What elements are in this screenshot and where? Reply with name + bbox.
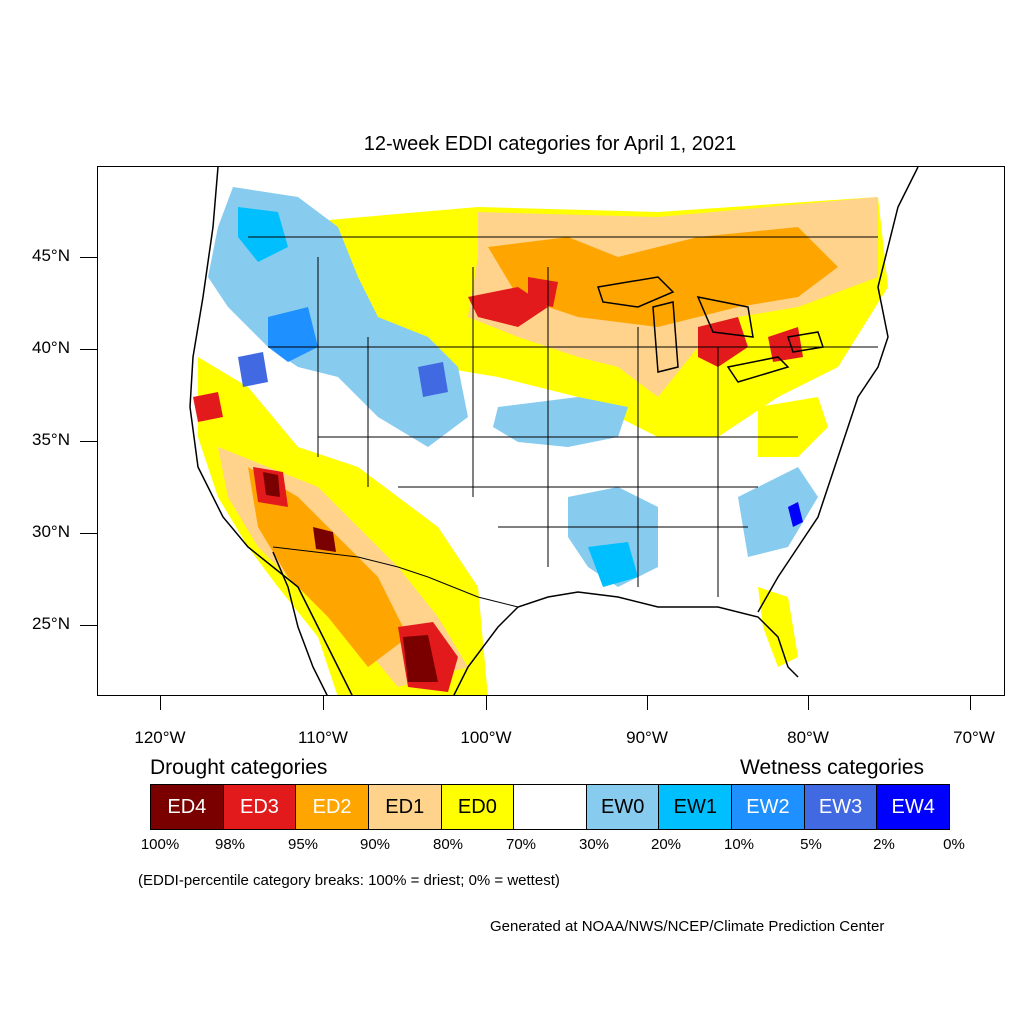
lon-tick-110 <box>323 696 324 710</box>
break-label: 30% <box>578 836 610 853</box>
lon-label-100: 100°W <box>460 728 512 747</box>
lon-tick-120 <box>160 696 161 710</box>
lon-label-120: 120°W <box>134 728 186 747</box>
ed4-region-mexico <box>403 635 438 682</box>
lon-tick-90 <box>647 696 648 710</box>
lon-label-80: 80°W <box>787 728 829 747</box>
lon-tick-70 <box>970 696 971 710</box>
lat-label-35: 35°N <box>32 430 70 449</box>
lat-tick-25 <box>80 625 97 626</box>
break-label: 0% <box>943 836 965 853</box>
break-label: 70% <box>505 836 537 853</box>
ed4-region-newmexico <box>313 527 336 552</box>
drought-categories-heading: Drought categories <box>150 756 328 779</box>
wetness-categories-heading: Wetness categories <box>740 756 925 779</box>
legend-ew0: EW0 <box>586 785 660 829</box>
ew3-region-wyoming <box>418 362 448 397</box>
ed0-region-east <box>758 397 828 457</box>
ew1-region-northwest <box>238 207 288 262</box>
ew4-region-coast <box>788 502 803 527</box>
ed0-region-florida <box>758 587 798 667</box>
break-label: 20% <box>650 836 682 853</box>
category-legend: ED4 ED3 ED2 ED1 ED0 EW0 EW1 EW2 EW3 EW4 <box>150 784 950 830</box>
legend-ed2: ED2 <box>296 785 369 829</box>
ed3-region-minnesota <box>528 277 558 307</box>
break-label: 100% <box>140 836 180 853</box>
lat-tick-40 <box>80 349 97 350</box>
ed4-region-arizona <box>263 472 280 497</box>
legend-ed3: ED3 <box>223 785 297 829</box>
break-label: 98% <box>214 836 246 853</box>
break-label: 5% <box>800 836 822 853</box>
lat-label-40: 40°N <box>32 338 70 357</box>
map-title: 12-week EDDI categories for April 1, 202… <box>363 133 737 155</box>
ed2-region-southwest <box>248 467 408 667</box>
lat-label-25: 25°N <box>32 614 70 633</box>
lon-label-70: 70°W <box>953 728 995 747</box>
ew1-region-lowermiss <box>588 542 638 587</box>
break-label: 2% <box>873 836 895 853</box>
ew0-region-south <box>568 487 658 587</box>
legend-ew4: EW4 <box>877 785 950 829</box>
lon-tick-100 <box>486 696 487 710</box>
legend-ed4: ED4 <box>151 785 224 829</box>
break-label: 95% <box>287 836 319 853</box>
ed3-region-california <box>193 392 223 422</box>
break-label: 80% <box>432 836 464 853</box>
legend-ed0: ED0 <box>441 785 515 829</box>
eddi-map <box>189 167 919 695</box>
break-label: 90% <box>359 836 391 853</box>
lon-label-90: 90°W <box>626 728 668 747</box>
lat-label-45: 45°N <box>32 246 70 265</box>
lon-label-110: 110°W <box>298 728 348 747</box>
legend-ew3: EW3 <box>804 785 878 829</box>
lat-label-30: 30°N <box>32 522 70 541</box>
ed2-region-north <box>488 227 838 327</box>
credit-line: Generated at NOAA/NWS/NCEP/Climate Predi… <box>490 918 885 935</box>
break-label: 10% <box>723 836 755 853</box>
legend-ed1: ED1 <box>368 785 442 829</box>
lat-tick-30 <box>80 533 97 534</box>
legend-ew1: EW1 <box>659 785 733 829</box>
ew0-region-central <box>493 397 628 447</box>
borders <box>248 236 878 608</box>
category-note: (EDDI-percentile category breaks: 100% =… <box>138 872 560 889</box>
coastlines <box>189 167 919 695</box>
ed3-region-michigan <box>698 317 748 367</box>
ew3-region-nevada <box>238 352 268 387</box>
lat-tick-35 <box>80 441 97 442</box>
lat-tick-45 <box>80 257 97 258</box>
legend-ew2: EW2 <box>732 785 805 829</box>
great-lakes <box>597 276 824 383</box>
ew2-region-idaho <box>268 307 318 362</box>
map-frame <box>97 166 1005 696</box>
ew0-region-southeast <box>738 467 818 557</box>
lon-tick-80 <box>808 696 809 710</box>
legend-neutral <box>514 785 587 829</box>
